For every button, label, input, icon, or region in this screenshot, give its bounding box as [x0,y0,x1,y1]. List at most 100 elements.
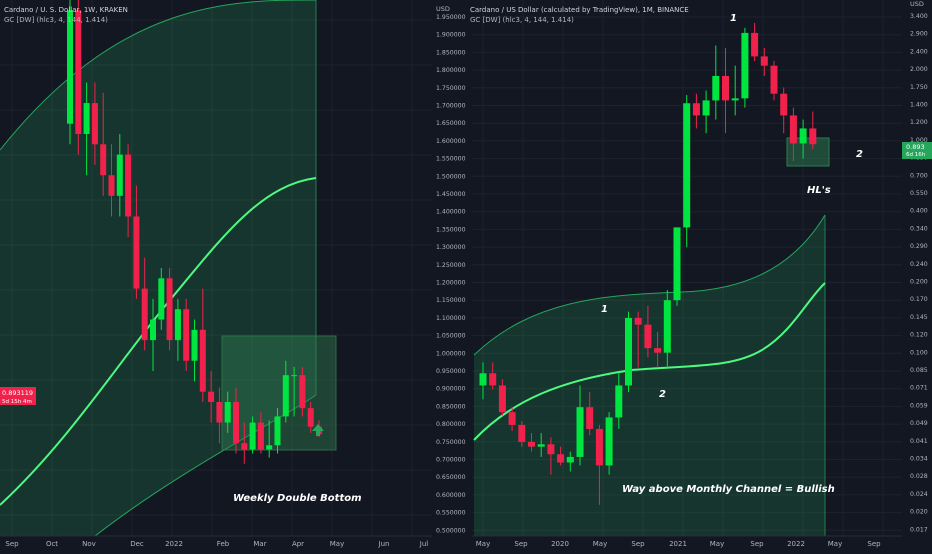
left-x-tick-label: Oct [46,540,58,548]
candle-body [116,154,123,196]
candle-body [133,216,140,289]
price-tick-left: 0.550000 [436,510,466,517]
left-axis-unit: USD [436,5,450,13]
right-x-tick-label: Sep [750,540,764,548]
price-tick-right: 1.750 [910,84,928,91]
candle-body [266,445,273,450]
price-tick-right: 0.290 [910,243,928,250]
price-tick-right: 0.059 [910,402,928,409]
price-tick-right: 0.400 [910,208,928,215]
price-tick-left: 0.800000 [436,421,466,428]
price-tick-left: 1.250000 [436,262,466,269]
candle-body [67,10,73,124]
candle-body [683,103,691,228]
price-tick-right: 2.400 [910,48,928,55]
price-tick-right: 2.000 [910,66,928,73]
price-tick-right: 0.020 [910,509,928,516]
right-x-tick-label: 2022 [787,540,805,548]
candle-body [751,32,759,57]
low-one-label: 1 [601,304,608,315]
left-chart-title: Cardano / U. S. Dollar, 1W, KRAKEN [4,6,128,14]
price-tick-right: 0.100 [910,349,928,356]
candle-body [770,65,778,94]
left-x-tick-label: Sep [5,540,19,548]
candle-body [547,444,555,455]
candle-body [166,278,173,341]
price-tick-left: 1.100000 [436,315,466,322]
right-x-tick-label: Sep [514,540,528,548]
price-tick-left: 0.500000 [436,527,466,534]
price-tick-left: 0.650000 [436,474,466,481]
low-two-label: 2 [659,389,666,400]
right-chart-svg[interactable]: USDUSD1.9500001.9000001.8500001.8000001.… [432,0,932,550]
price-tick-right: 0.034 [910,456,928,463]
candle-body [174,309,181,341]
candle-body [741,32,749,99]
right-x-tick-label: May [476,540,490,548]
price-tick-left: 1.000000 [436,350,466,357]
candle-body [663,300,671,353]
right-price-tag-bg [902,142,932,159]
price-tick-left: 1.350000 [436,226,466,233]
left-price-tag-bg [0,387,36,405]
candle-body [809,128,817,145]
price-tick-left: 0.700000 [436,457,466,464]
candle-body [307,408,314,427]
right-x-tick-label: Sep [631,540,645,548]
candle-body [141,288,148,341]
channel-upper-line [0,0,317,151]
candle-body [91,103,98,145]
price-tick-left: 1.550000 [436,156,466,163]
price-tick-left: 1.900000 [436,32,466,39]
left-x-tick-label: Dec [130,540,144,548]
candle-body [702,100,710,116]
candle-body [557,454,565,463]
candle-body [712,75,720,101]
candle-body [208,391,215,402]
price-tick-left: 1.850000 [436,49,466,56]
candle-body [183,309,190,361]
candle-body [595,428,603,466]
candle-body [241,443,248,450]
candle-body [537,444,545,447]
price-tick-left: 0.950000 [436,368,466,375]
left-price-tag-countdown: 5d 15h 4m [2,399,32,405]
price-tick-right: 0.024 [910,491,928,498]
candle-body [291,375,298,377]
price-tick-right: 1.000 [910,137,928,144]
price-tick-left: 0.600000 [436,492,466,499]
up-arrow-icon [312,424,324,436]
price-tick-right: 0.700 [910,172,928,179]
price-tick-right: 0.017 [910,526,928,533]
left-x-tick-label: May [330,540,344,548]
candle-body [274,416,281,446]
left-x-tick-label: 2022 [165,540,183,548]
left-chart-panel[interactable]: Weekly Double Bottom 0.893119 5d 15h 4m Sep… [0,0,432,550]
price-tick-right: 1.200 [910,119,928,126]
candle-body [566,456,574,463]
right-price-tag-countdown: 6d 16h [906,152,926,158]
right-chart-panel[interactable]: USD USD 1.950000 1.900000 1.850000 1.800000 1.… [432,0,932,550]
price-tick-right: 0.049 [910,420,928,427]
right-x-tick-label: 2021 [669,540,687,548]
price-tick-right: 0.145 [910,314,928,321]
candle-body [233,401,239,444]
candle-body [673,227,681,301]
candle-body [479,373,487,386]
candle-body [282,375,289,417]
candle-body [489,373,497,386]
price-tick-right: 0.120 [910,332,928,339]
candle-body [100,144,107,176]
price-tick-left: 1.600000 [436,138,466,145]
price-tick-right: 1.400 [910,102,928,109]
price-tick-left: 1.800000 [436,67,466,74]
candle-body [224,401,231,423]
left-x-tick-label: Apr [292,540,304,548]
left-chart-svg[interactable]: Weekly Double Bottom 0.893119 5d 15h 4m Sep… [0,0,432,550]
price-tick-left: 1.200000 [436,280,466,287]
candle-body [634,317,642,325]
right-x-tick-label: May [593,540,607,548]
left-x-tick-label: Mar [253,540,266,548]
candle-body [780,93,788,116]
left-x-tick-label: Feb [217,540,230,548]
